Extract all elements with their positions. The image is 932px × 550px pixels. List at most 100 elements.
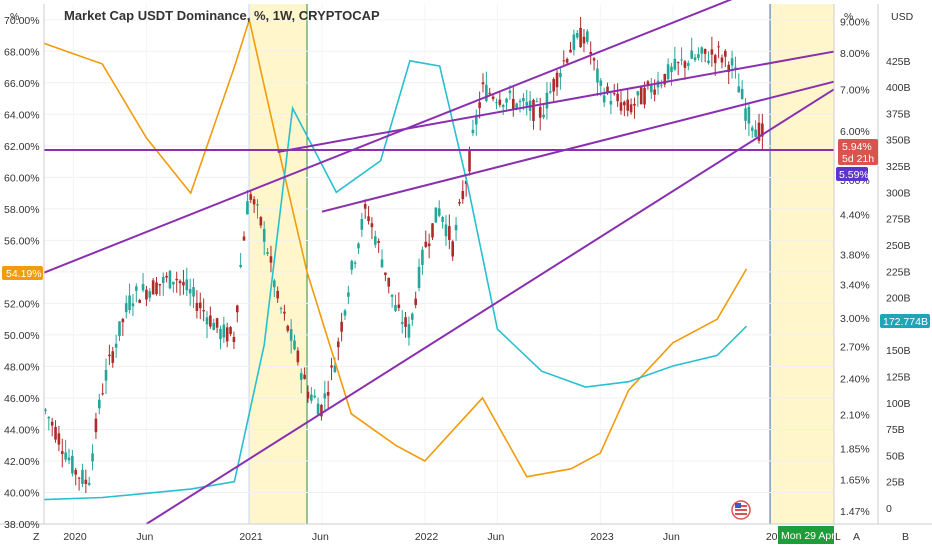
- highlight-band: [249, 4, 308, 524]
- candle-body: [182, 281, 185, 286]
- left-axis-unit: %: [10, 11, 19, 23]
- candle-body: [666, 64, 670, 80]
- right-axis-unit: USD: [891, 11, 914, 23]
- candle-body: [575, 32, 579, 38]
- candle-body: [316, 403, 320, 415]
- candle-body: [124, 303, 128, 313]
- candle-body: [687, 63, 690, 66]
- candle-body: [427, 243, 431, 247]
- mid-tick-label: 7.00%: [840, 84, 870, 96]
- candle-body: [313, 395, 317, 398]
- candle-body: [44, 409, 47, 412]
- us-flag-icon[interactable]: [731, 500, 751, 520]
- candle-body: [454, 224, 458, 231]
- candle-body: [202, 310, 205, 312]
- candle-body: [94, 418, 98, 433]
- orange-series-line: [43, 16, 748, 478]
- x-tick-label: Jun: [312, 531, 329, 543]
- right-tick-label: 425B: [886, 56, 911, 68]
- candle-body: [582, 36, 586, 44]
- control-auto[interactable]: A: [853, 531, 860, 543]
- candle-body: [569, 49, 572, 53]
- candle-body: [643, 87, 646, 105]
- trend-line: [145, 88, 835, 525]
- candle-body: [138, 299, 141, 303]
- candle-body: [525, 101, 529, 106]
- candle-body: [225, 327, 229, 342]
- left-tick-label: 70.00%: [4, 15, 40, 27]
- right-tick-label: 25B: [886, 477, 905, 489]
- candle-body: [84, 479, 88, 485]
- candle-body: [646, 81, 650, 86]
- candle-body: [205, 317, 209, 325]
- candle-body: [252, 199, 256, 205]
- control-log[interactable]: L: [835, 531, 841, 543]
- candle-body: [596, 68, 599, 83]
- candle-body: [343, 310, 347, 316]
- left-tick-label: 48.00%: [4, 361, 40, 373]
- mid-tick-label: 1.85%: [840, 444, 870, 456]
- date-cursor-label: Mon 29 Apr '24: [781, 530, 851, 542]
- candle-body: [289, 329, 293, 341]
- candle-body: [703, 48, 707, 54]
- candle-body: [629, 104, 633, 113]
- candle-body: [357, 243, 360, 249]
- candle-body: [730, 58, 734, 66]
- right-tick-label: 0: [886, 503, 892, 515]
- right-tick-label: 75B: [886, 424, 905, 436]
- candle-body: [421, 249, 424, 265]
- mid-tick-label: 4.40%: [840, 210, 870, 222]
- mid-tick-label: 9.00%: [840, 16, 870, 28]
- candle-body: [135, 286, 138, 291]
- mid-current-badge: [838, 139, 878, 165]
- candle-body: [172, 281, 175, 285]
- candle-body: [555, 72, 559, 88]
- candle-body: [145, 289, 148, 300]
- candle-body: [91, 453, 94, 462]
- date-cursor-badge: [778, 526, 834, 544]
- candle-body: [757, 122, 761, 141]
- candle-body: [545, 92, 549, 109]
- candle-body: [188, 289, 192, 294]
- candle-body: [336, 341, 340, 348]
- right-tick-label: 375B: [886, 108, 911, 120]
- candle-body: [680, 59, 683, 61]
- right-tick-label: 325B: [886, 161, 911, 173]
- candle-body: [249, 194, 253, 200]
- candle-body: [262, 228, 266, 242]
- candle-body: [121, 319, 125, 323]
- candle-body: [461, 190, 465, 200]
- candle-body: [299, 373, 303, 380]
- right-tick-label: 125B: [886, 371, 911, 383]
- candle-body: [67, 457, 71, 461]
- candle-body: [727, 64, 730, 73]
- candle-body: [273, 280, 276, 288]
- candle-body: [363, 204, 367, 209]
- candle-body: [165, 275, 168, 278]
- candle-body: [97, 399, 101, 409]
- candle-body: [384, 272, 387, 275]
- mid-tick-label: 3.40%: [840, 279, 870, 291]
- control-z[interactable]: Z: [33, 531, 40, 543]
- candle-body: [108, 354, 111, 357]
- candle-body: [185, 279, 189, 291]
- right-tick-label: 400B: [886, 82, 911, 94]
- candle-body: [222, 324, 226, 338]
- candle-body: [111, 351, 115, 363]
- candle-body: [104, 369, 108, 381]
- candle-body: [562, 60, 566, 62]
- candle-body: [501, 105, 505, 108]
- candle-body: [609, 101, 613, 105]
- candle-body: [158, 284, 162, 286]
- candle-body: [676, 62, 680, 64]
- candle-body: [87, 482, 91, 485]
- candle-body: [724, 50, 727, 57]
- candle-body: [417, 266, 421, 288]
- candle-body: [441, 217, 444, 222]
- right-current-badge: [880, 314, 930, 328]
- control-b[interactable]: B: [902, 531, 909, 543]
- candle-body: [303, 374, 306, 379]
- candle-body: [340, 321, 343, 332]
- candle-body: [209, 315, 212, 327]
- candle-body: [511, 98, 515, 110]
